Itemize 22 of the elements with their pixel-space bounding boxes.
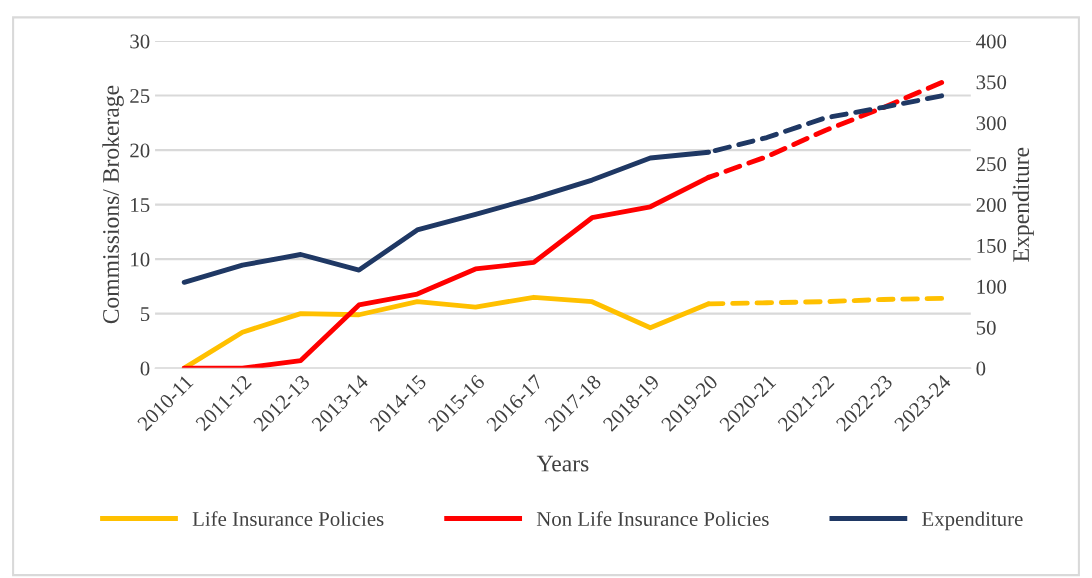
legend-label: Non Life Insurance Policies: [536, 511, 769, 527]
y2-axis-title: Expenditure: [1012, 147, 1034, 262]
y2-tick-label: 150: [977, 238, 1007, 253]
y2-tick-label: 300: [976, 116, 1007, 131]
y2-tick-label: 250: [976, 157, 1007, 172]
y-tick-label: 15: [131, 198, 150, 213]
y2-tick-label: 200: [976, 197, 1007, 213]
y-tick-label: 20: [130, 143, 150, 158]
y2-tick-label: 400: [976, 34, 1007, 49]
y2-tick-label: 0: [976, 361, 986, 376]
y2-tick-label: 350: [976, 75, 1007, 90]
y-tick-label: 0: [140, 361, 150, 376]
y-tick-label: 10: [131, 252, 150, 267]
x-axis-title: Years: [536, 455, 589, 472]
y-tick-label: 5: [141, 307, 150, 322]
y-tick-label: 30: [130, 34, 150, 49]
legend-label: Expenditure: [922, 511, 1023, 531]
y2-tick-label: 50: [976, 320, 996, 335]
y-axis-title: Commissions/ Brokerage: [102, 85, 124, 324]
legend-label: Life Insurance Policies: [192, 511, 384, 527]
y-tick-label: 25: [130, 89, 150, 103]
y2-tick-label: 100: [977, 279, 1007, 294]
